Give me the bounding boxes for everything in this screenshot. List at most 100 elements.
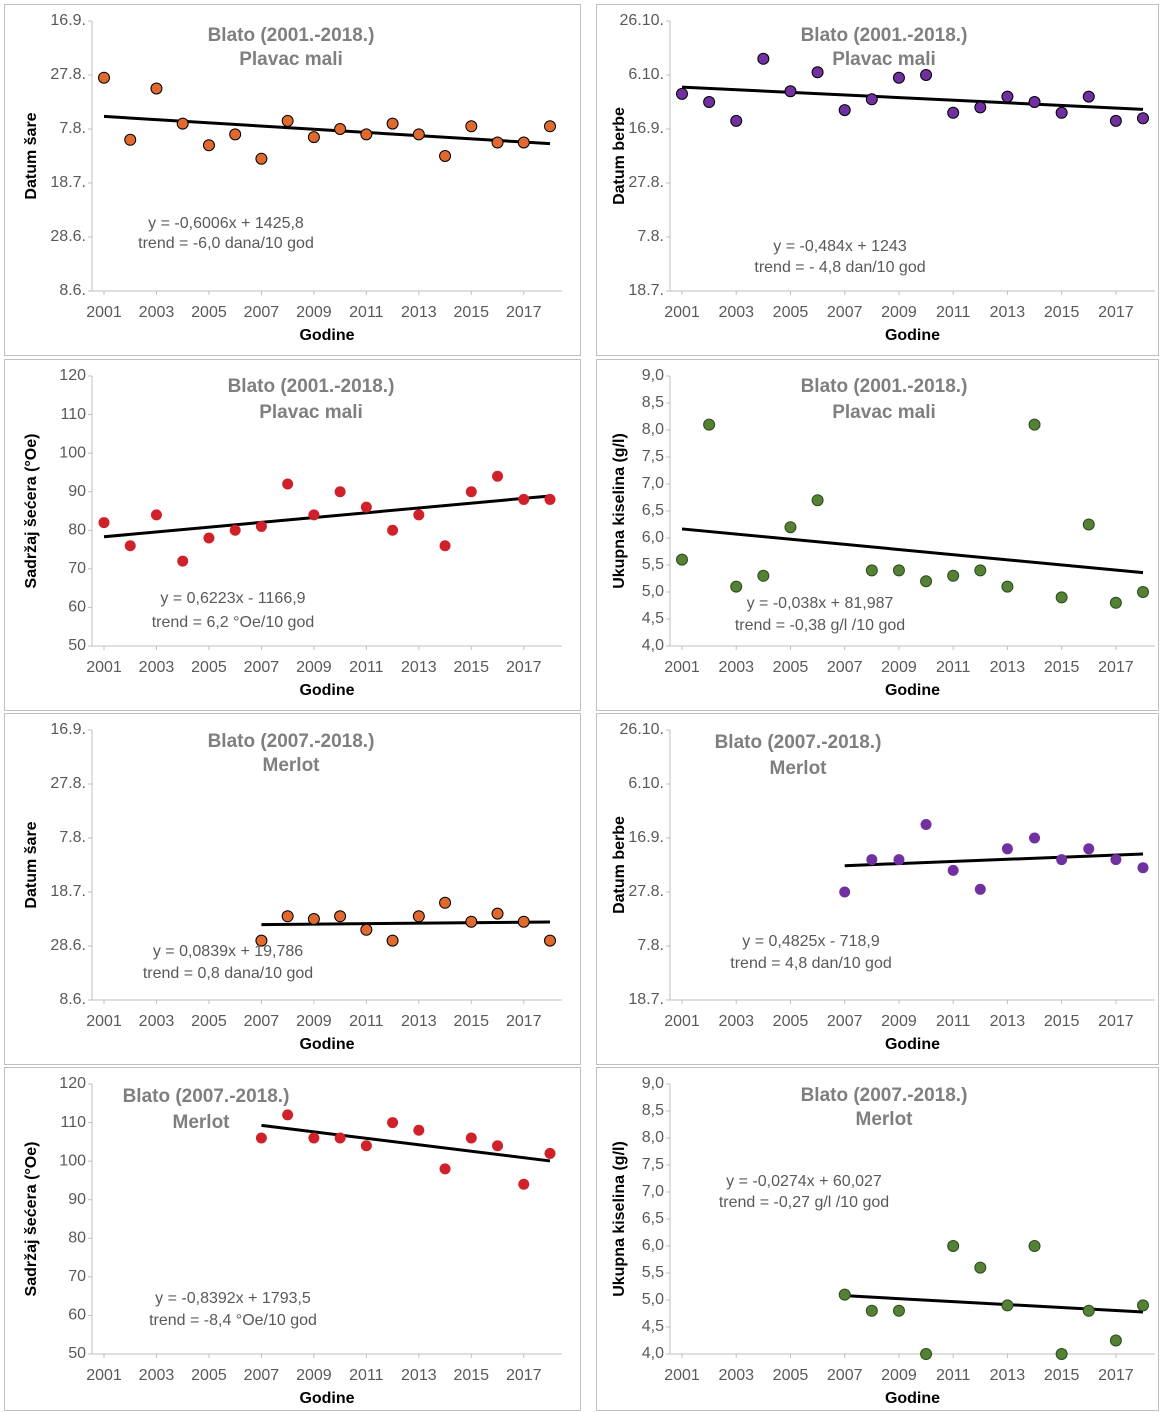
data-point bbox=[920, 1348, 933, 1360]
data-point bbox=[544, 1147, 556, 1159]
x-tick-label: 2011 bbox=[936, 1367, 971, 1384]
x-tick-label: 2005 bbox=[773, 1367, 809, 1384]
data-point bbox=[1109, 596, 1122, 609]
data-point bbox=[465, 120, 478, 133]
data-point bbox=[1001, 90, 1014, 103]
data-point bbox=[784, 85, 797, 98]
y-tick-label: 27.8. bbox=[50, 775, 86, 792]
y-tick-label: 5,0 bbox=[642, 1291, 664, 1308]
annotation: y = -0,038x + 81,987 bbox=[747, 595, 894, 612]
x-tick-label: 2017 bbox=[506, 659, 542, 676]
data-point bbox=[387, 524, 399, 536]
x-tick-label: 2007 bbox=[827, 1013, 863, 1030]
y-tick-label: 8.6. bbox=[59, 282, 86, 299]
data-point bbox=[308, 509, 320, 521]
data-point bbox=[920, 819, 932, 830]
data-point bbox=[412, 910, 425, 923]
x-tick-label: 2013 bbox=[401, 1367, 437, 1384]
y-tick-label: 6.10. bbox=[628, 775, 664, 792]
y-tick-label: 90 bbox=[68, 483, 86, 500]
x-tick-label: 2007 bbox=[244, 659, 280, 676]
data-point bbox=[811, 494, 824, 507]
data-point bbox=[703, 96, 716, 108]
chart-panel: 50 60 70 80 90 100 110 120 2001 2003 2005 2007 2009 2… bbox=[4, 359, 581, 711]
y-tick-label: 16.9. bbox=[50, 721, 86, 738]
x-tick-label: 2011 bbox=[349, 1013, 384, 1030]
chart-subtitle: Plavac mali bbox=[259, 402, 363, 423]
annotation: y = 0,4825x - 718,9 bbox=[742, 933, 880, 950]
x-tick-label: 2013 bbox=[990, 304, 1026, 321]
data-point bbox=[1109, 1334, 1122, 1347]
data-point bbox=[202, 139, 215, 152]
chart-panel: 18.7. 7.8. 27.8. 16.9. 6.10. 26.10. 2001 2003 20… bbox=[596, 713, 1159, 1065]
data-point bbox=[811, 66, 824, 79]
x-tick-label: 2003 bbox=[718, 304, 754, 321]
y-tick-label: 18.7. bbox=[628, 991, 664, 1008]
trend-line bbox=[103, 114, 551, 146]
data-point bbox=[1055, 1348, 1068, 1360]
x-tick-label: 2017 bbox=[506, 1013, 542, 1030]
trend-line bbox=[681, 85, 1144, 111]
y-tick-label: 28.6. bbox=[50, 937, 86, 954]
chart-panel: 4,0 4,5 5,0 5,5 6,0 6,5 7,0 7,5 8,0 8,5 9,0 2001 200… bbox=[596, 359, 1159, 711]
y-tick-label: 6,5 bbox=[642, 502, 664, 519]
panel-border bbox=[596, 359, 1159, 711]
trend-line bbox=[261, 1123, 551, 1163]
data-point bbox=[784, 521, 797, 534]
y-tick-label: 50 bbox=[68, 1345, 86, 1362]
x-tick-label: 2017 bbox=[1098, 304, 1134, 321]
x-tick-label: 2009 bbox=[296, 659, 332, 676]
x-axis-label: Godine bbox=[885, 327, 940, 344]
y-tick-label: 70 bbox=[68, 560, 86, 577]
annotation: y = -0,8392x + 1793,5 bbox=[155, 1290, 311, 1307]
chart-title: Blato (2001.-2018.) bbox=[208, 25, 375, 46]
annotation: trend = -6,0 dana/10 god bbox=[138, 235, 314, 252]
data-point bbox=[544, 493, 556, 505]
data-point bbox=[307, 131, 320, 144]
x-axis-label: Godine bbox=[885, 1036, 940, 1053]
x-tick-label: 2009 bbox=[296, 1367, 332, 1384]
data-point bbox=[676, 553, 688, 566]
y-tick-label: 110 bbox=[60, 406, 86, 423]
data-point bbox=[282, 1109, 294, 1121]
y-tick-label: 7.8. bbox=[59, 120, 86, 137]
y-tick-label: 27.8. bbox=[628, 883, 664, 900]
y-axis-label: Datum berbe bbox=[611, 107, 628, 205]
x-tick-label: 2003 bbox=[139, 659, 175, 676]
y-tick-label: 80 bbox=[68, 522, 86, 539]
annotation: trend = -8,4 °Oe/10 god bbox=[149, 1312, 317, 1329]
x-tick-label: 2001 bbox=[86, 1013, 122, 1030]
trend-line bbox=[844, 1294, 1144, 1314]
y-tick-label: 5,0 bbox=[642, 583, 664, 600]
data-point bbox=[544, 120, 556, 133]
x-tick-label: 2015 bbox=[453, 1367, 489, 1384]
x-tick-label: 2007 bbox=[244, 304, 280, 321]
x-tick-label: 2005 bbox=[773, 659, 809, 676]
y-tick-label: 16.9. bbox=[628, 120, 664, 137]
data-point bbox=[98, 71, 110, 84]
data-point bbox=[281, 114, 294, 127]
data-point bbox=[1029, 832, 1041, 844]
y-tick-label: 100 bbox=[59, 1152, 86, 1169]
y-tick-label: 50 bbox=[68, 637, 86, 654]
y-tick-label: 7,5 bbox=[642, 448, 664, 465]
y-tick-label: 80 bbox=[68, 1230, 86, 1247]
data-point bbox=[1001, 843, 1013, 855]
x-tick-label: 2009 bbox=[881, 304, 917, 321]
x-tick-label: 2003 bbox=[139, 1013, 175, 1030]
x-axis-label: Godine bbox=[885, 682, 940, 699]
x-tick-label: 2015 bbox=[453, 659, 489, 676]
x-axis-label: Godine bbox=[885, 1390, 940, 1407]
annotation: trend = 0,8 dana/10 god bbox=[143, 965, 313, 982]
panel-border bbox=[596, 4, 1159, 356]
chart-subtitle: Plavac mali bbox=[832, 402, 936, 423]
data-point bbox=[255, 152, 268, 165]
data-point bbox=[413, 1124, 425, 1136]
x-tick-label: 2005 bbox=[773, 1013, 809, 1030]
y-tick-label: 9,0 bbox=[642, 367, 664, 384]
data-point bbox=[947, 1240, 960, 1252]
x-tick-label: 2003 bbox=[139, 304, 175, 321]
y-tick-label: 6,0 bbox=[642, 529, 664, 546]
data-point bbox=[439, 896, 452, 909]
chart-title: Blato (2001.-2018.) bbox=[801, 25, 968, 46]
